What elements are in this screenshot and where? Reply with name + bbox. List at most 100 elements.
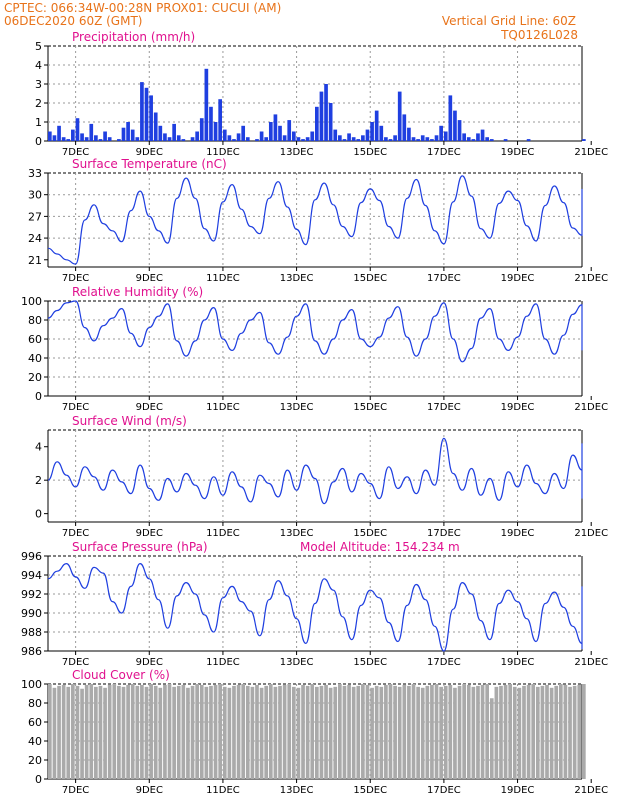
panel-4: 7DEC 9DEC 11DEC 13DEC 15DEC 17DEC 19DEC 21DEC 0 2… bbox=[35, 414, 608, 539]
data-bar bbox=[379, 125, 384, 141]
y-tick-label: 24 bbox=[28, 232, 42, 245]
y-tick-label: 5 bbox=[35, 40, 42, 53]
data-bar bbox=[315, 686, 319, 779]
data-bar bbox=[517, 687, 522, 779]
data-bar bbox=[319, 685, 324, 779]
panel-annotation: Model Altitude: 154.234 m bbox=[300, 540, 460, 554]
x-tick-label: 7DEC bbox=[62, 273, 89, 284]
data-bar bbox=[430, 684, 434, 779]
data-bar bbox=[443, 685, 448, 779]
data-bar bbox=[158, 687, 163, 779]
data-bar bbox=[222, 686, 227, 779]
data-bar bbox=[291, 131, 296, 141]
data-bar bbox=[420, 687, 425, 779]
data-line bbox=[47, 562, 583, 652]
x-tick-label: 11DEC bbox=[206, 402, 240, 413]
data-bar bbox=[66, 686, 71, 779]
data-bar bbox=[112, 684, 117, 779]
header-right1: Vertical Grid Line: 60Z bbox=[442, 14, 576, 28]
y-tick-label: 21 bbox=[28, 254, 42, 267]
data-bar bbox=[255, 684, 259, 779]
y-tick-label: 994 bbox=[21, 569, 42, 582]
data-bar bbox=[582, 684, 586, 779]
y-tick-label: 60 bbox=[28, 333, 42, 346]
data-bar bbox=[172, 686, 176, 779]
data-bar bbox=[351, 686, 356, 779]
data-bar bbox=[61, 684, 66, 779]
x-tick-label: 11DEC bbox=[206, 785, 240, 796]
data-bar bbox=[48, 131, 52, 141]
x-tick-label: 19DEC bbox=[501, 147, 535, 158]
data-bar bbox=[572, 685, 577, 779]
data-bar bbox=[503, 684, 508, 779]
y-tick-label: 0 bbox=[35, 773, 42, 786]
data-bar bbox=[374, 685, 379, 779]
x-tick-label: 13DEC bbox=[280, 402, 314, 413]
data-bar bbox=[480, 129, 485, 141]
data-bar bbox=[57, 125, 61, 141]
data-bar bbox=[397, 91, 402, 141]
data-bar bbox=[407, 685, 411, 779]
data-bar bbox=[121, 127, 126, 141]
x-tick-label: 17DEC bbox=[427, 785, 461, 796]
data-bar bbox=[328, 687, 333, 779]
data-bar bbox=[347, 684, 351, 779]
data-bar bbox=[291, 686, 296, 779]
data-bar bbox=[176, 685, 181, 779]
data-bar bbox=[338, 135, 342, 141]
data-bar bbox=[434, 684, 439, 779]
data-bar bbox=[273, 114, 278, 141]
data-bar bbox=[549, 687, 554, 779]
x-tick-label: 9DEC bbox=[136, 785, 163, 796]
data-bar bbox=[540, 685, 545, 779]
panel-title: Precipitation (mm/h) bbox=[72, 30, 195, 44]
data-bar bbox=[563, 684, 568, 779]
data-bar bbox=[457, 120, 462, 141]
x-tick-label: 11DEC bbox=[206, 147, 240, 158]
data-bar bbox=[282, 684, 287, 779]
x-tick-label: 15DEC bbox=[353, 402, 387, 413]
data-bar bbox=[163, 133, 167, 141]
x-tick-label: 15DEC bbox=[353, 657, 387, 668]
data-bar bbox=[144, 686, 149, 779]
data-bar bbox=[522, 685, 526, 779]
x-tick-label: 19DEC bbox=[501, 657, 535, 668]
data-bar bbox=[241, 684, 246, 779]
data-bar bbox=[489, 139, 494, 141]
data-bar bbox=[489, 698, 494, 779]
y-tick-label: 20 bbox=[28, 371, 42, 384]
y-tick-label: 4 bbox=[35, 441, 42, 454]
data-bar bbox=[204, 68, 209, 141]
data-bar bbox=[554, 685, 559, 779]
panel-title: Relative Humidity (%) bbox=[72, 285, 203, 299]
data-bar bbox=[301, 684, 305, 779]
data-bar bbox=[370, 122, 374, 141]
data-bar bbox=[103, 131, 107, 141]
data-bar bbox=[356, 685, 361, 779]
panel-title: Surface Temperature (nC) bbox=[72, 157, 227, 171]
data-bar bbox=[213, 684, 218, 779]
panel-1: 7DEC 9DEC 11DEC 13DEC 15DEC 17DEC 19DEC 21DEC 0 1… bbox=[35, 30, 608, 158]
x-tick-label: 13DEC bbox=[280, 657, 314, 668]
data-bar bbox=[535, 686, 540, 779]
data-bar bbox=[499, 685, 503, 779]
y-tick-label: 30 bbox=[28, 189, 42, 202]
header-line1: CPTEC: 066:34W-00:28N PROX01: CUCUI (AM) bbox=[4, 1, 281, 15]
data-bar bbox=[448, 95, 453, 141]
data-bar bbox=[227, 687, 232, 779]
data-bar bbox=[347, 133, 351, 141]
x-tick-label: 9DEC bbox=[136, 147, 163, 158]
x-tick-label: 21DEC bbox=[574, 785, 608, 796]
data-bar bbox=[250, 686, 255, 779]
data-bar bbox=[393, 135, 397, 141]
data-bar bbox=[342, 139, 347, 141]
header-right2: TQ0126L028 bbox=[500, 28, 578, 42]
x-tick-label: 17DEC bbox=[427, 528, 461, 539]
data-line bbox=[47, 437, 583, 505]
panel-2: 7DEC 9DEC 11DEC 13DEC 15DEC 17DEC 19DEC 21DEC 21… bbox=[28, 157, 608, 284]
data-bar bbox=[466, 684, 471, 779]
data-bar bbox=[402, 684, 407, 779]
x-tick-label: 21DEC bbox=[574, 657, 608, 668]
data-bar bbox=[457, 685, 462, 779]
data-bar bbox=[126, 684, 130, 779]
